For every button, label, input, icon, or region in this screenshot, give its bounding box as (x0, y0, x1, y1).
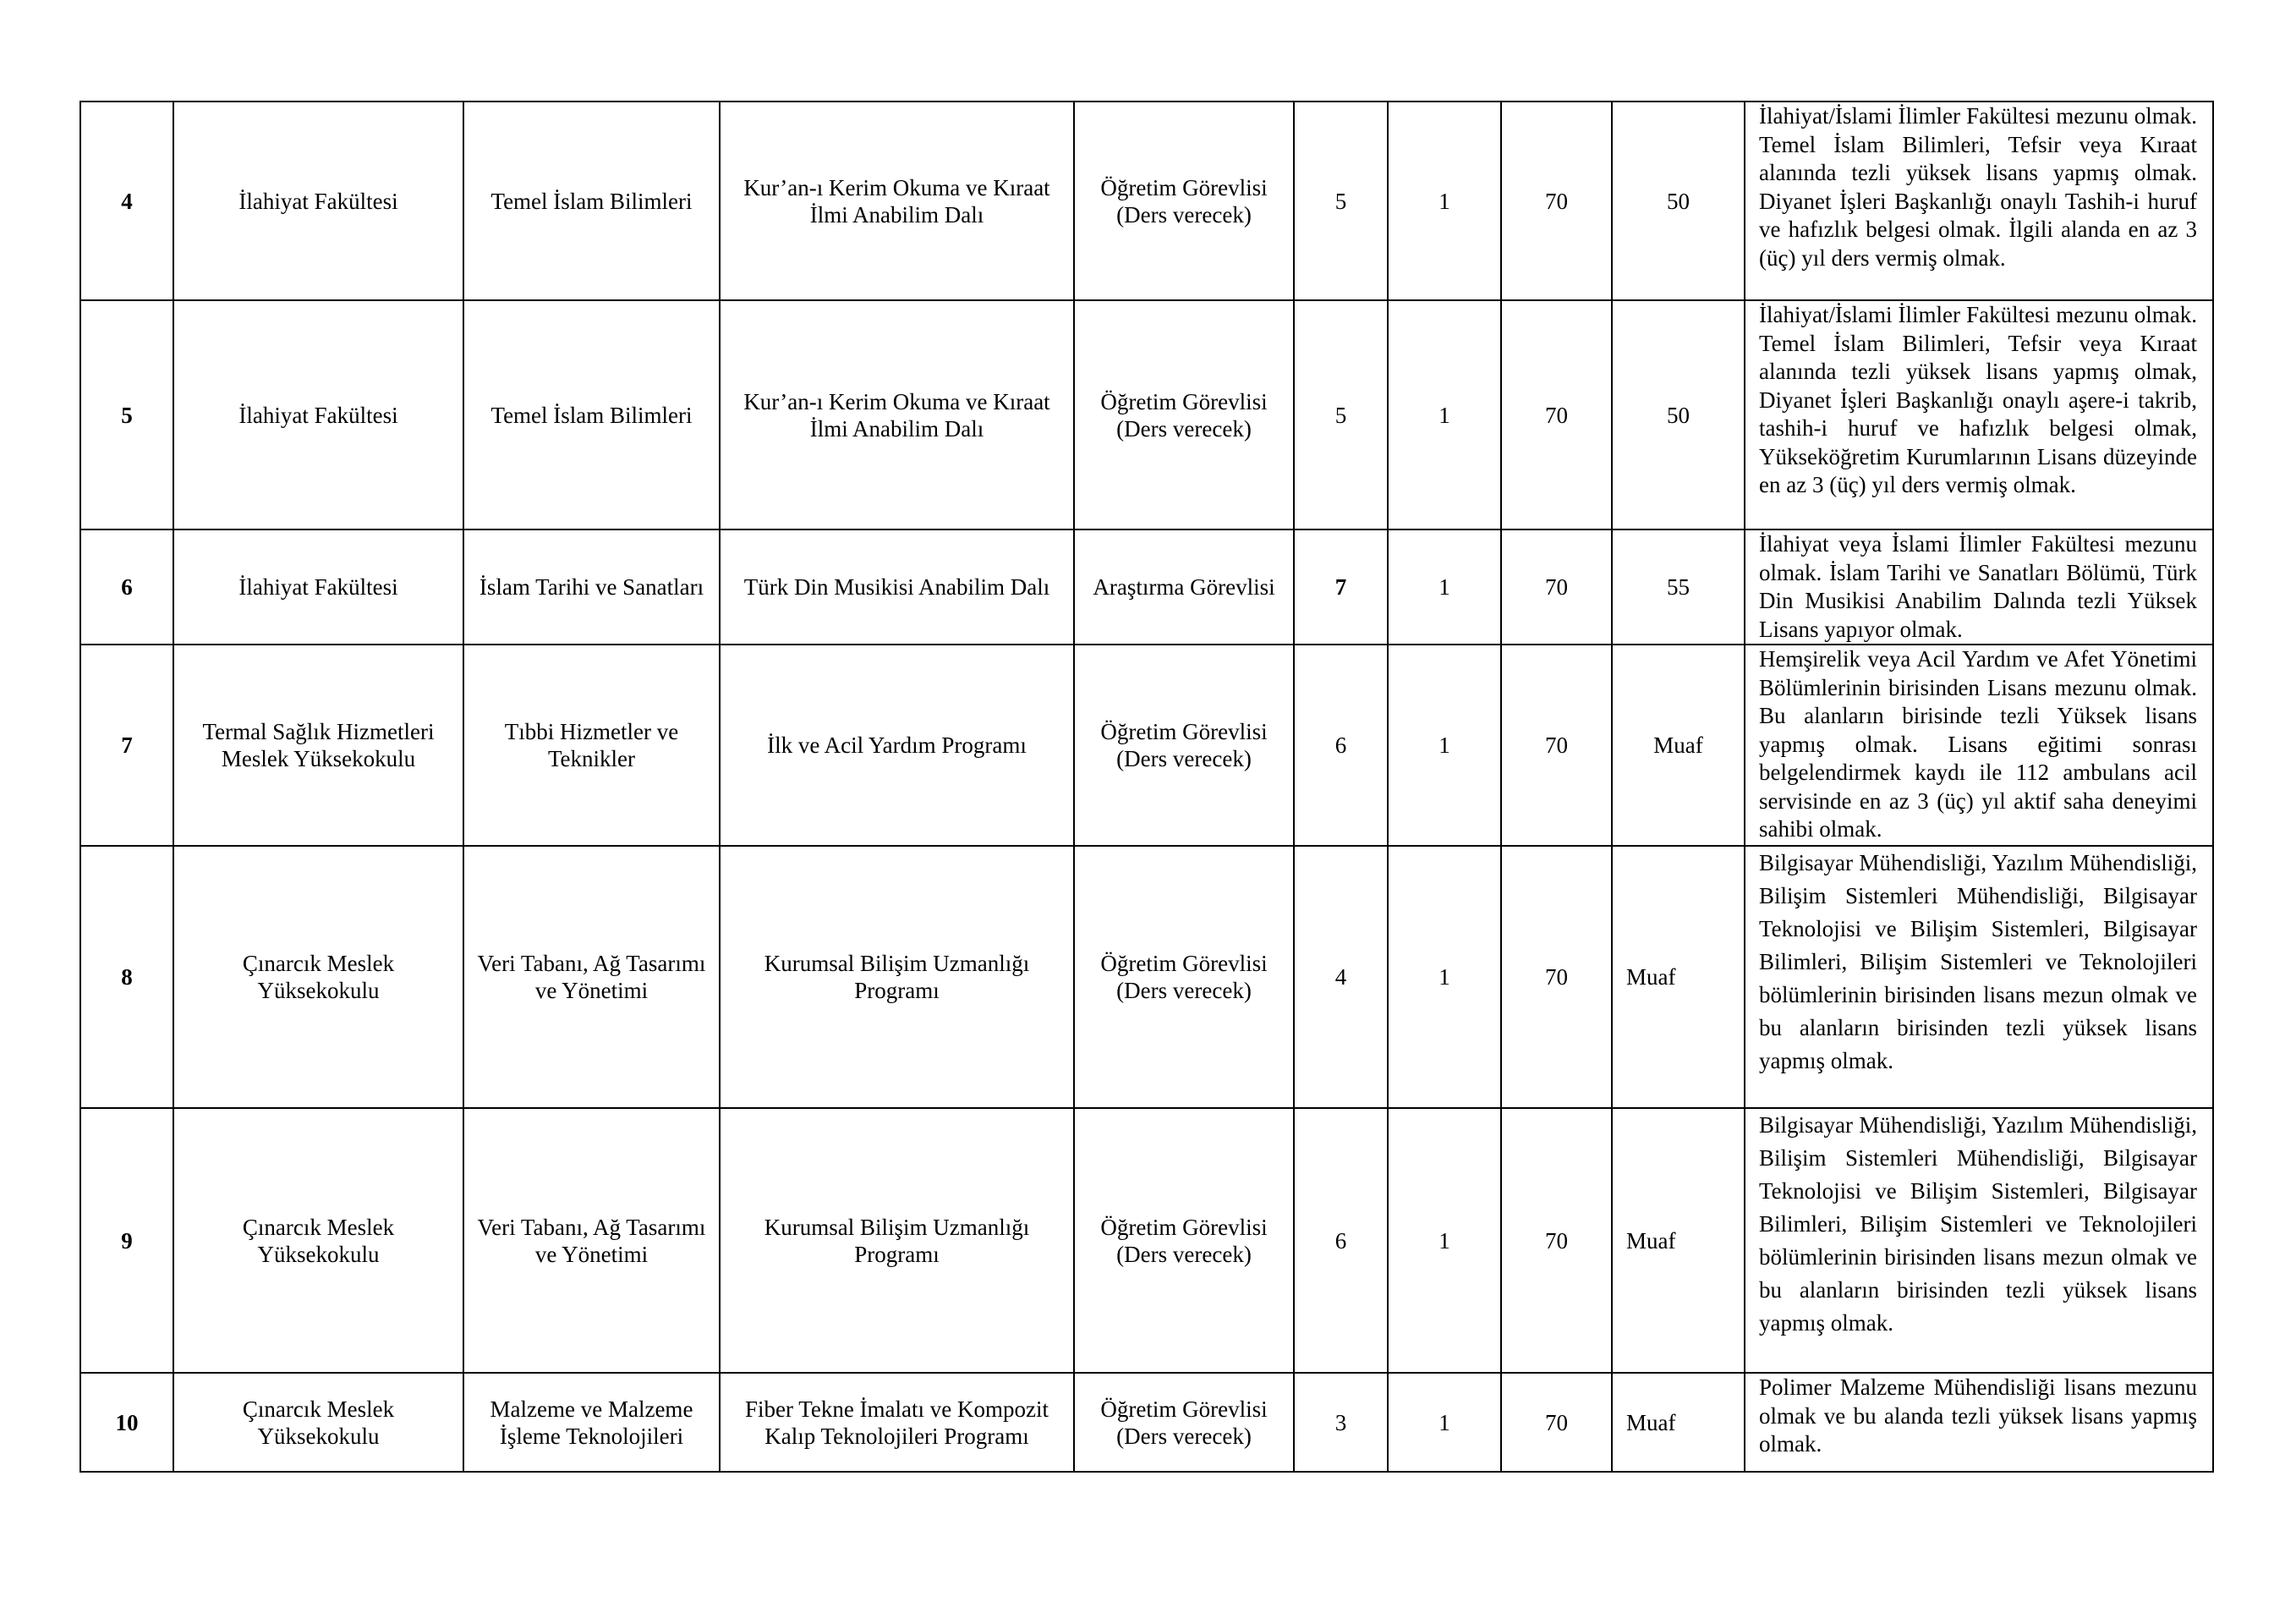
language-score-cell: Muaf (1611, 1107, 1745, 1374)
ales-score-cell: 70 (1500, 644, 1613, 847)
count-cell: 1 (1387, 299, 1502, 530)
degree-cell: 4 (1293, 845, 1389, 1109)
unit-cell: Termal Sağlık Hizmetleri Meslek Yüksekok… (173, 644, 464, 847)
count-cell: 1 (1387, 1107, 1502, 1374)
unit-cell: İlahiyat Fakültesi (173, 101, 464, 301)
department-cell: Temel İslam Bilimleri (463, 299, 721, 530)
language-score-cell: Muaf (1611, 644, 1745, 847)
degree-cell: 5 (1293, 101, 1389, 301)
title-cell: Öğretim Görevlisi (Ders verecek) (1073, 845, 1295, 1109)
positions-table: 4 İlahiyat Fakültesi Temel İslam Bilimleri… (79, 101, 2214, 1473)
department-cell: İslam Tarihi ve Sanatları (463, 529, 721, 645)
degree-cell: 3 (1293, 1372, 1389, 1473)
language-score-cell: 50 (1611, 101, 1745, 301)
unit-cell: Çınarcık Meslek Yüksekokulu (173, 1372, 464, 1473)
requirements-cell: İlahiyat veya İslami İlimler Fakültesi m… (1744, 529, 2214, 645)
unit-cell: İlahiyat Fakültesi (173, 529, 464, 645)
department-cell: Temel İslam Bilimleri (463, 101, 721, 301)
row-number: 8 (79, 845, 174, 1109)
degree-cell: 6 (1293, 1107, 1389, 1374)
ales-score-cell: 70 (1500, 1107, 1613, 1374)
ales-score-cell: 70 (1500, 529, 1613, 645)
language-score-cell: Muaf (1611, 1372, 1745, 1473)
program-cell: Kurumsal Bilişim Uzmanlığı Programı (719, 845, 1075, 1109)
department-cell: Veri Tabanı, Ağ Tasarımı ve Yönetimi (463, 1107, 721, 1374)
program-cell: Türk Din Musikisi Anabilim Dalı (719, 529, 1075, 645)
department-cell: Veri Tabanı, Ağ Tasarımı ve Yönetimi (463, 845, 721, 1109)
row-number: 6 (79, 529, 174, 645)
language-score-cell: 50 (1611, 299, 1745, 530)
requirements-cell: Bilgisayar Mühendisliği, Yazılım Mühendi… (1744, 845, 2214, 1109)
program-cell: Fiber Tekne İmalatı ve Kompozit Kalıp Te… (719, 1372, 1075, 1473)
unit-cell: Çınarcık Meslek Yüksekokulu (173, 845, 464, 1109)
title-cell: Araştırma Görevlisi (1073, 529, 1295, 645)
requirements-cell: Hemşirelik veya Acil Yardım ve Afet Yöne… (1744, 644, 2214, 847)
requirements-cell: İlahiyat/İslami İlimler Fakültesi mezunu… (1744, 101, 2214, 301)
ales-score-cell: 70 (1500, 845, 1613, 1109)
unit-cell: Çınarcık Meslek Yüksekokulu (173, 1107, 464, 1374)
title-cell: Öğretim Görevlisi (Ders verecek) (1073, 101, 1295, 301)
count-cell: 1 (1387, 845, 1502, 1109)
program-cell: Kurumsal Bilişim Uzmanlığı Programı (719, 1107, 1075, 1374)
degree-cell: 7 (1293, 529, 1389, 645)
row-number: 9 (79, 1107, 174, 1374)
language-score-cell: 55 (1611, 529, 1745, 645)
unit-cell: İlahiyat Fakültesi (173, 299, 464, 530)
program-cell: Kur’an-ı Kerim Okuma ve Kıraat İlmi Anab… (719, 101, 1075, 301)
language-score-cell: Muaf (1611, 845, 1745, 1109)
table-row: 4 İlahiyat Fakültesi Temel İslam Bilimleri… (79, 101, 2214, 301)
table-row: 8 Çınarcık Meslek Yüksekokulu Veri Tabanı,… (79, 845, 2214, 1109)
requirements-cell: İlahiyat/İslami İlimler Fakültesi mezunu… (1744, 299, 2214, 530)
department-cell: Malzeme ve Malzeme İşleme Teknolojileri (463, 1372, 721, 1473)
degree-cell: 5 (1293, 299, 1389, 530)
requirements-cell: Bilgisayar Mühendisliği, Yazılım Mühendi… (1744, 1107, 2214, 1374)
table-row: 6 İlahiyat Fakültesi İslam Tarihi ve Sanat… (79, 529, 2214, 645)
row-number: 4 (79, 101, 174, 301)
count-cell: 1 (1387, 101, 1502, 301)
title-cell: Öğretim Görevlisi (Ders verecek) (1073, 299, 1295, 530)
ales-score-cell: 70 (1500, 299, 1613, 530)
ales-score-cell: 70 (1500, 101, 1613, 301)
program-cell: Kur’an-ı Kerim Okuma ve Kıraat İlmi Anab… (719, 299, 1075, 530)
requirements-cell: Polimer Malzeme Mühendisliği lisans mezu… (1744, 1372, 2214, 1473)
department-cell: Tıbbi Hizmetler ve Teknikler (463, 644, 721, 847)
count-cell: 1 (1387, 1372, 1502, 1473)
row-number: 7 (79, 644, 174, 847)
row-number: 5 (79, 299, 174, 530)
title-cell: Öğretim Görevlisi (Ders verecek) (1073, 1372, 1295, 1473)
ales-score-cell: 70 (1500, 1372, 1613, 1473)
count-cell: 1 (1387, 529, 1502, 645)
count-cell: 1 (1387, 644, 1502, 847)
row-number: 10 (79, 1372, 174, 1473)
degree-cell: 6 (1293, 644, 1389, 847)
title-cell: Öğretim Görevlisi (Ders verecek) (1073, 644, 1295, 847)
program-cell: İlk ve Acil Yardım Programı (719, 644, 1075, 847)
title-cell: Öğretim Görevlisi (Ders verecek) (1073, 1107, 1295, 1374)
table-row: 7 Termal Sağlık Hizmetleri Meslek Yükseko… (79, 644, 2214, 847)
table-row: 10 Çınarcık Meslek Yüksekokulu Malzeme ve … (79, 1372, 2214, 1473)
table-row: 5 İlahiyat Fakültesi Temel İslam Bilimleri… (79, 299, 2214, 530)
table-row: 9 Çınarcık Meslek Yüksekokulu Veri Tabanı,… (79, 1107, 2214, 1374)
